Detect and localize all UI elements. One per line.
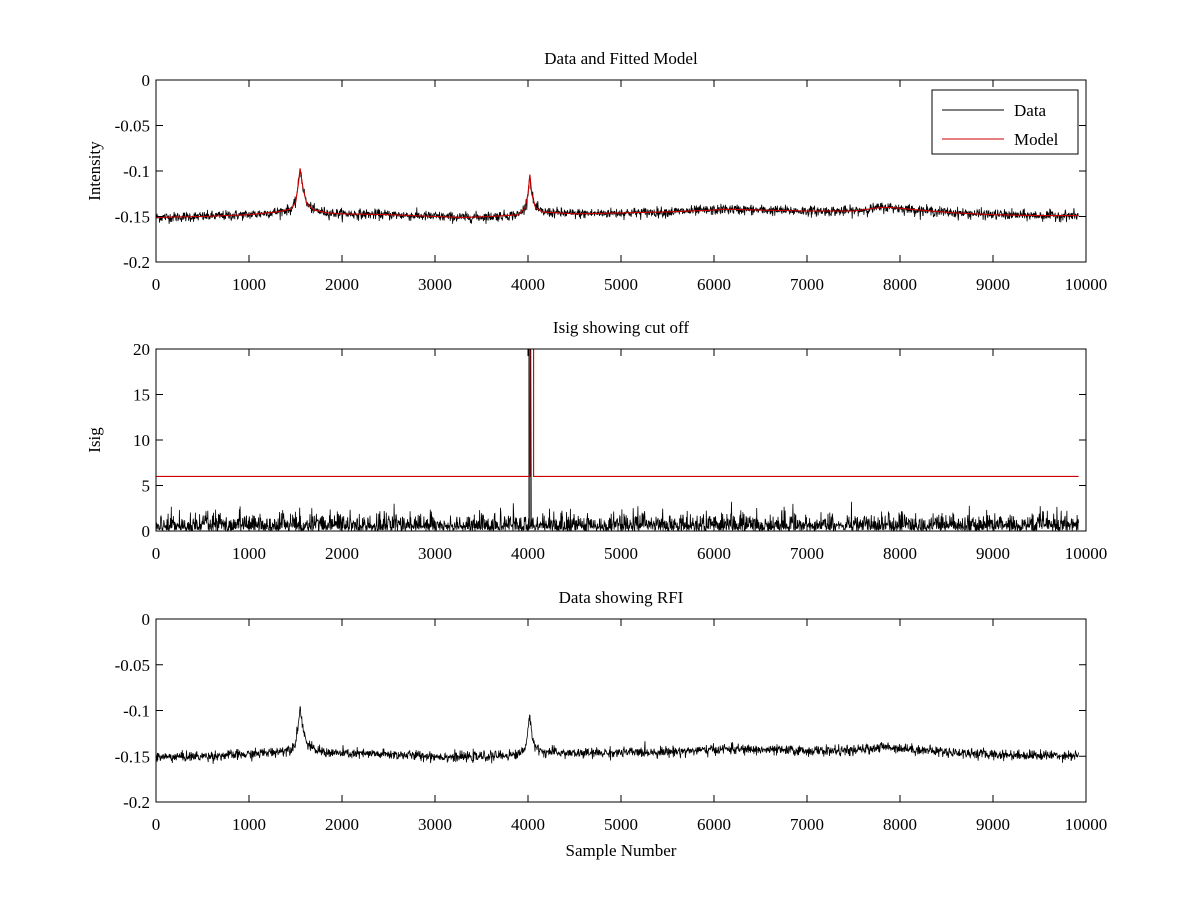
x-tick-label: 7000	[790, 275, 824, 294]
x-tick-label: 4000	[511, 544, 545, 563]
y-tick-label: 0	[142, 71, 151, 90]
y-tick-label: -0.05	[115, 656, 150, 675]
x-tick-label: 4000	[511, 815, 545, 834]
x-tick-label: 5000	[604, 544, 638, 563]
x-tick-label: 3000	[418, 544, 452, 563]
x-tick-label: 10000	[1065, 275, 1108, 294]
subplot-1: 0 1000 2000 3000 4000 5000 6000 7000 8000 9000 100…	[85, 49, 1107, 294]
x-tick-label: 6000	[697, 815, 731, 834]
legend-box	[931, 89, 1079, 155]
series-line-2	[156, 168, 1079, 218]
y-axis-label: Intensity	[85, 141, 104, 201]
x-tick-label: 5000	[604, 815, 638, 834]
x-tick-label: 8000	[883, 815, 917, 834]
legend: Data Model	[931, 89, 1079, 155]
legend-entry: Model	[1014, 130, 1059, 149]
subplot-2: 0 1000 2000 3000 4000 5000 6000 7000 8000 9000 100…	[85, 318, 1107, 563]
plot-area	[156, 349, 1079, 531]
y-tick-label: -0.15	[115, 747, 150, 766]
y-tick-label: -0.2	[123, 253, 150, 272]
x-tick-label: 3000	[418, 275, 452, 294]
x-tick-label: 0	[152, 815, 161, 834]
chart-title: Data showing RFI	[559, 588, 684, 607]
plot-area	[156, 705, 1079, 764]
chart-title: Isig showing cut off	[553, 318, 689, 337]
x-tick-label: 9000	[976, 815, 1010, 834]
x-tick-label: 0	[152, 275, 161, 294]
x-tick-label: 5000	[604, 275, 638, 294]
y-tick-label: -0.05	[115, 117, 150, 136]
x-tick-label: 7000	[790, 544, 824, 563]
x-tick-label: 7000	[790, 815, 824, 834]
x-tick-label: 6000	[697, 275, 731, 294]
legend-entry: Data	[1014, 101, 1047, 120]
series-line-1	[156, 169, 1079, 224]
x-tick-label: 9000	[976, 544, 1010, 563]
chart-title: Data and Fitted Model	[544, 49, 698, 68]
axes-frame	[155, 348, 1087, 532]
plot-area	[156, 168, 1079, 224]
x-tick-label: 9000	[976, 275, 1010, 294]
y-tick-label: -0.15	[115, 208, 150, 227]
y-axis-label: Isig	[85, 427, 104, 453]
x-tick-label: 8000	[883, 275, 917, 294]
y-tick-label: -0.1	[123, 702, 150, 721]
series-line-2	[156, 349, 1079, 477]
x-tick-label: 0	[152, 544, 161, 563]
subplot-3: 0 1000 2000 3000 4000 5000 6000 7000 8000 9000 100…	[115, 588, 1108, 860]
y-tick-label: 10	[133, 431, 150, 450]
x-tick-label: 1000	[232, 275, 266, 294]
x-tick-label: 10000	[1065, 544, 1108, 563]
x-tick-label: 6000	[697, 544, 731, 563]
x-tick-label: 2000	[325, 544, 359, 563]
x-tick-label: 8000	[883, 544, 917, 563]
x-tick-label: 3000	[418, 815, 452, 834]
x-tick-label: 2000	[325, 815, 359, 834]
axes-frame	[155, 618, 1087, 803]
x-tick-label: 1000	[232, 815, 266, 834]
y-tick-label: 20	[133, 340, 150, 359]
y-tick-label: 15	[133, 386, 150, 405]
y-tick-label: 0	[142, 610, 151, 629]
y-tick-label: 5	[142, 477, 151, 496]
x-tick-label: 4000	[511, 275, 545, 294]
series-line-1	[156, 705, 1079, 764]
y-tick-label: -0.2	[123, 793, 150, 812]
x-axis-label: Sample Number	[566, 841, 677, 860]
y-tick-label: 0	[142, 522, 151, 541]
series-line-1	[156, 349, 1079, 531]
x-tick-label: 10000	[1065, 815, 1108, 834]
x-tick-label: 1000	[232, 544, 266, 563]
x-tick-label: 2000	[325, 275, 359, 294]
y-tick-label: -0.1	[123, 162, 150, 181]
